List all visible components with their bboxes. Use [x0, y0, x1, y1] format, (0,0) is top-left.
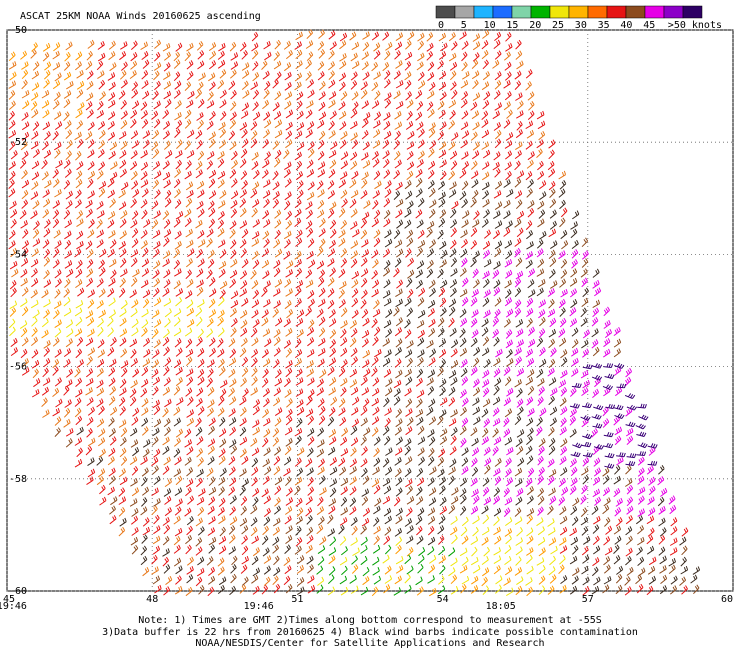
lat-tick-label: -50 [9, 25, 27, 36]
wind-barb-group [8, 42, 567, 597]
colorbar-swatch [511, 5, 532, 19]
lon-tick-label: 60 [721, 594, 733, 605]
lat-tick-label: -54 [9, 249, 27, 260]
colorbar-swatch [473, 5, 494, 19]
colorbar-swatch [682, 5, 703, 19]
colorbar-swatch [625, 5, 646, 19]
wind-barbs-layer [8, 29, 701, 597]
colorbar-swatch [644, 5, 665, 19]
wind-barb-group [54, 177, 700, 595]
wind-barb-group [459, 247, 677, 517]
colorbar-label: >50 knots [668, 20, 722, 31]
lat-tick-label: -56 [9, 362, 27, 373]
note-line-3: NOAA/NESDIS/Center for Satellite Applica… [195, 638, 545, 649]
colorbar-label: 45 [643, 20, 655, 31]
wind-barb-group [569, 363, 658, 469]
wind-barb-group [316, 536, 456, 596]
time-labels: 19:46 19:46 18:05 [0, 601, 516, 612]
colorbar-swatch [549, 5, 570, 19]
color-scale-legend: 0 5 10 15 20 25 30 35 40 45 >50 knots [435, 5, 722, 31]
lat-tick-label: -60 [9, 586, 27, 597]
colorbar-swatch [435, 5, 456, 19]
lon-tick-label: 48 [146, 594, 158, 605]
colorbar-swatch [492, 5, 513, 19]
lon-tick-label: 57 [582, 594, 594, 605]
time-label: 19:46 [244, 601, 274, 612]
colorbar-swatch [663, 5, 684, 19]
lat-lon-grid [6, 29, 734, 592]
note-line-2: 3)Data buffer is 22 hrs from 20160625 4)… [102, 627, 638, 638]
colorbar-label: 20 [529, 20, 541, 31]
lat-tick-label: -52 [9, 137, 27, 148]
lon-tick-label: 51 [291, 594, 303, 605]
lon-tick-label: 54 [437, 594, 449, 605]
colorbar-swatch [568, 5, 589, 19]
colorbar-swatch [587, 5, 608, 19]
wind-barb-group [8, 29, 567, 597]
longitude-tick-labels: 45 48 51 54 57 60 [3, 594, 733, 605]
colorbar-swatch [606, 5, 627, 19]
chart-title: ASCAT 25KM NOAA Winds 20160625 ascending [20, 11, 261, 22]
colorbar-label: 40 [620, 20, 632, 31]
colorbar-label: 30 [575, 20, 587, 31]
wind-barb-group [8, 296, 566, 597]
colorbar-label: 35 [598, 20, 610, 31]
colorbar-label: 25 [552, 20, 564, 31]
colorbar-label: 5 [461, 20, 467, 31]
note-line-1: Note: 1) Times are GMT 2)Times along bot… [138, 615, 602, 626]
time-label: 18:05 [486, 601, 516, 612]
lon-tick-label: 45 [3, 594, 15, 605]
colorbar-swatch [530, 5, 551, 19]
latitude-tick-labels: -50 -52 -54 -56 -58 -60 [9, 25, 27, 597]
wind-barb-group [76, 179, 701, 596]
time-label: 19:46 [0, 601, 27, 612]
wind-barb-group [8, 30, 689, 597]
colorbar-label: 15 [506, 20, 518, 31]
colorbar-swatch [454, 5, 475, 19]
plot-frame [6, 29, 734, 592]
colorbar-label: 0 [438, 20, 444, 31]
colorbar-label: 10 [484, 20, 496, 31]
lat-tick-label: -58 [9, 474, 27, 485]
